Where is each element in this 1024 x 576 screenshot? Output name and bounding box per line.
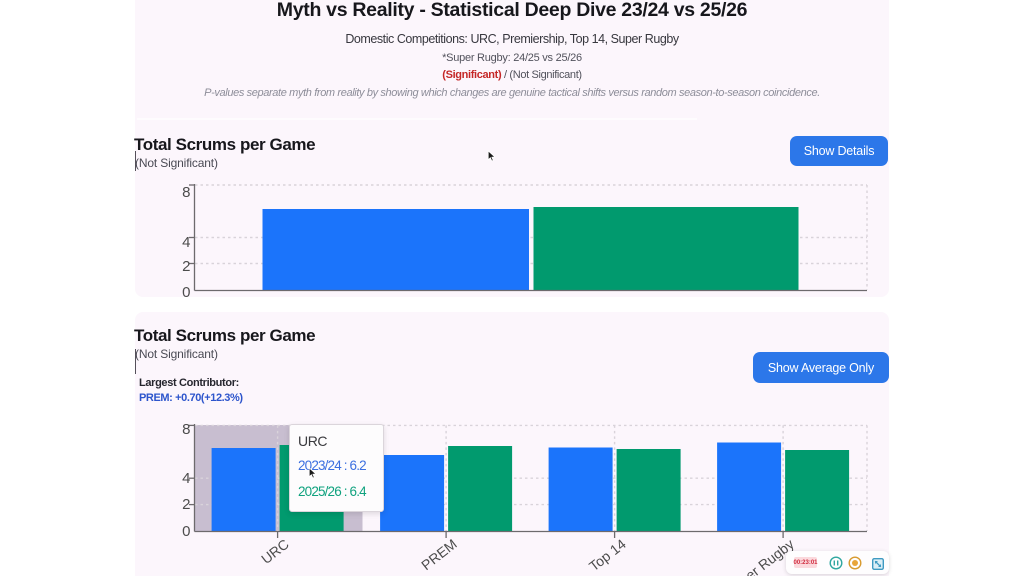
svg-text:8: 8 — [182, 421, 190, 438]
svg-text:2: 2 — [182, 496, 190, 513]
svg-text:4: 4 — [182, 470, 190, 487]
svg-text:0: 0 — [182, 284, 190, 297]
svg-text:Top 14: Top 14 — [586, 536, 629, 575]
svg-text:2: 2 — [182, 258, 190, 275]
svg-text:0: 0 — [182, 523, 190, 540]
svg-text:4: 4 — [182, 234, 190, 251]
svg-text:8: 8 — [182, 184, 190, 201]
svg-text:PREM: PREM — [418, 536, 460, 574]
svg-text:URC: URC — [258, 536, 292, 567]
